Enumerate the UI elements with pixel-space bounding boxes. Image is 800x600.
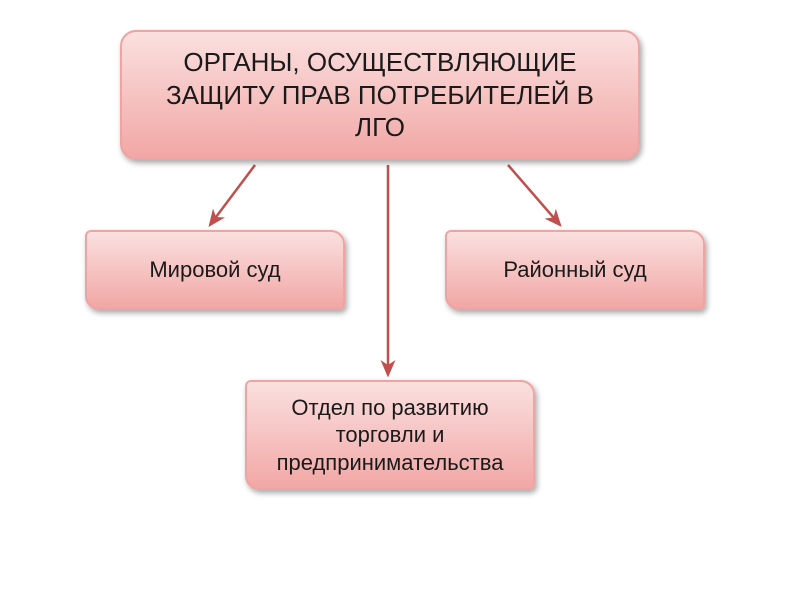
node-left-label: Мировой суд xyxy=(149,256,280,284)
node-bottom: Отдел по развитию торговли и предпринима… xyxy=(245,380,535,490)
node-bottom-label: Отдел по развитию торговли и предпринима… xyxy=(261,394,519,477)
node-left: Мировой суд xyxy=(85,230,345,310)
arrow-root-to-left xyxy=(210,165,255,225)
node-right: Районный суд xyxy=(445,230,705,310)
node-root-label: ОРГАНЫ, ОСУЩЕСТВЛЯЮЩИЕ ЗАЩИТУ ПРАВ ПОТРЕ… xyxy=(142,46,618,144)
diagram-stage: ОРГАНЫ, ОСУЩЕСТВЛЯЮЩИЕ ЗАЩИТУ ПРАВ ПОТРЕ… xyxy=(0,0,800,600)
node-root: ОРГАНЫ, ОСУЩЕСТВЛЯЮЩИЕ ЗАЩИТУ ПРАВ ПОТРЕ… xyxy=(120,30,640,160)
arrow-root-to-right xyxy=(508,165,560,225)
node-right-label: Районный суд xyxy=(503,256,646,284)
